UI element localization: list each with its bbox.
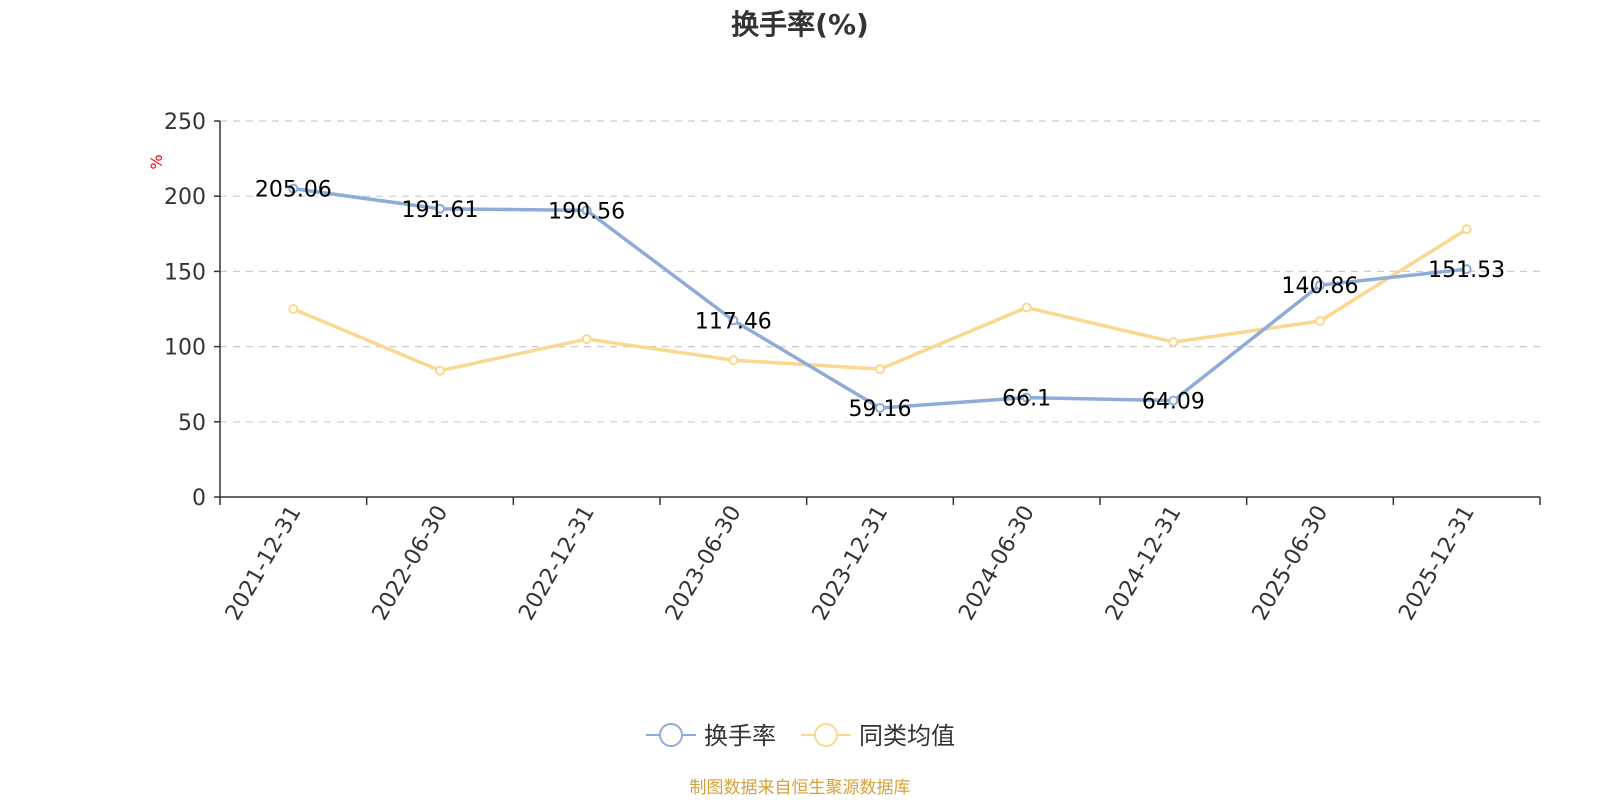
x-tick-label: 2021-12-31 bbox=[221, 502, 307, 625]
series-0-point[interactable] bbox=[1315, 280, 1325, 291]
series-1-point[interactable] bbox=[288, 304, 299, 314]
series-0-point[interactable] bbox=[288, 183, 299, 194]
data-label: 205.06 bbox=[255, 178, 332, 203]
series-0-point[interactable] bbox=[1461, 264, 1472, 275]
x-tick-label: 2024-06-30 bbox=[954, 502, 1040, 625]
data-label: 66.1 bbox=[1002, 387, 1051, 412]
y-tick-label: 50 bbox=[178, 411, 206, 436]
x-tick-label: 2023-06-30 bbox=[661, 502, 747, 625]
series-0-point[interactable] bbox=[875, 403, 885, 414]
series bbox=[288, 183, 1472, 414]
legend-marker bbox=[814, 723, 838, 747]
series-0-point[interactable] bbox=[728, 315, 739, 326]
grid-lines bbox=[220, 120, 1540, 423]
series-line-1 bbox=[292, 227, 1468, 373]
series-1-point[interactable] bbox=[1461, 224, 1472, 235]
x-tick-label: 2023-12-31 bbox=[808, 502, 894, 625]
y-axis-unit: % bbox=[147, 154, 166, 169]
series-0-point[interactable] bbox=[1168, 395, 1179, 406]
x-tick-label: 2024-12-31 bbox=[1101, 502, 1187, 625]
data-labels: 205.06 191.61 190.56 117.46 59.16 66.1 64.09 14… bbox=[255, 178, 1505, 422]
series-0-point[interactable] bbox=[1021, 392, 1032, 403]
y-tick-label: 250 bbox=[164, 110, 206, 135]
legend-label: 换手率 bbox=[704, 722, 776, 750]
source-note: 制图数据来自恒生聚源数据库 bbox=[690, 778, 911, 798]
series-1-point[interactable] bbox=[435, 365, 445, 376]
data-label: 59.16 bbox=[849, 397, 912, 422]
legend-label: 同类均值 bbox=[859, 722, 955, 750]
x-tick-label: 2025-12-31 bbox=[1394, 502, 1480, 625]
series-0-point[interactable] bbox=[581, 205, 592, 216]
x-tick-label: 2022-06-30 bbox=[368, 502, 454, 625]
data-label: 191.61 bbox=[402, 198, 479, 223]
series-1-point[interactable] bbox=[1021, 302, 1032, 313]
y-tick-label: 0 bbox=[192, 486, 206, 511]
legend[interactable]: 换手率 同类均值 bbox=[646, 722, 955, 750]
data-label: 117.46 bbox=[695, 309, 772, 334]
series-1-point[interactable] bbox=[1315, 316, 1325, 327]
y-tick-label: 150 bbox=[164, 260, 206, 285]
legend-item-0[interactable]: 换手率 bbox=[646, 722, 776, 750]
series-1-point[interactable] bbox=[581, 334, 592, 345]
x-tick-label: 2022-12-31 bbox=[514, 502, 600, 625]
legend-marker bbox=[659, 723, 683, 747]
data-label: 64.09 bbox=[1142, 390, 1205, 415]
y-tick-label: 200 bbox=[164, 185, 206, 210]
legend-item-1[interactable]: 同类均值 bbox=[801, 722, 955, 750]
data-label: 190.56 bbox=[548, 199, 625, 224]
y-tick-label: 100 bbox=[164, 336, 206, 361]
data-label: 151.53 bbox=[1428, 258, 1505, 283]
series-1-point[interactable] bbox=[728, 355, 739, 366]
series-1-point[interactable] bbox=[875, 364, 885, 375]
chart-title: 换手率(%) bbox=[731, 8, 869, 41]
series-0-point[interactable] bbox=[435, 203, 445, 214]
series-1-point[interactable] bbox=[1168, 337, 1179, 348]
x-tick-label: 2025-06-30 bbox=[1248, 502, 1334, 625]
data-label: 140.86 bbox=[1282, 274, 1359, 299]
